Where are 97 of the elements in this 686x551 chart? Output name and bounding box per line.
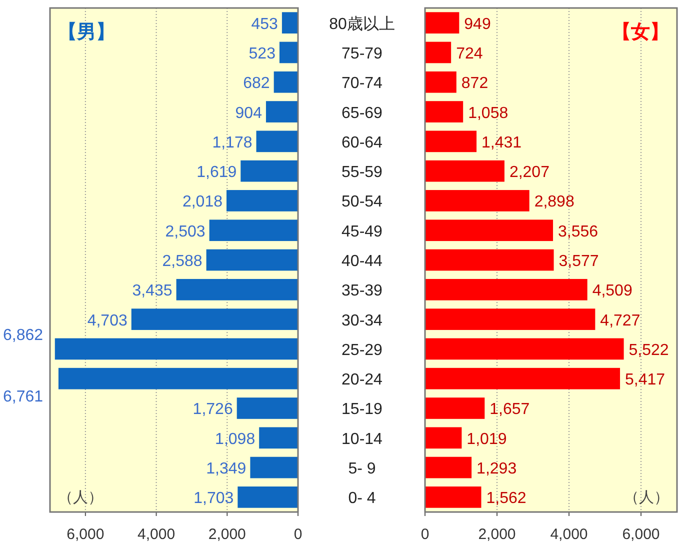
x-tick-label: 6,000	[622, 526, 660, 543]
data-label: 1,098	[215, 430, 256, 448]
y-tick-label: 10-14	[342, 430, 383, 448]
bar	[425, 456, 472, 478]
data-label: 2,207	[509, 164, 550, 182]
bar	[425, 308, 596, 330]
bar	[425, 486, 482, 508]
bar	[425, 338, 624, 360]
data-label: 3,556	[558, 223, 598, 240]
y-tick-label: 5- 9	[348, 460, 376, 478]
x-tick-label: 0	[420, 526, 430, 543]
data-label: 1,019	[466, 430, 507, 448]
x-tick-label: 4,000	[138, 526, 176, 543]
data-label: 3,435	[132, 282, 172, 300]
x-tick-label: 6,000	[66, 526, 104, 543]
bar	[238, 486, 298, 508]
y-tick-label: 75-79	[342, 45, 383, 62]
data-label: 904	[235, 104, 262, 122]
bar	[425, 130, 477, 152]
y-tick-label: 20-24	[342, 372, 383, 389]
data-label: 3,577	[558, 253, 599, 270]
data-label: 1,726	[192, 401, 233, 418]
bar	[226, 190, 298, 212]
bar	[58, 368, 298, 390]
data-label: 4,727	[600, 312, 640, 330]
bar	[425, 71, 456, 93]
data-label: 1,431	[482, 134, 522, 152]
y-tick-label: 65-69	[342, 104, 383, 122]
data-label: 724	[456, 45, 483, 62]
bar	[425, 398, 485, 419]
data-label: 1,293	[476, 460, 517, 478]
data-label: 4,509	[592, 282, 632, 300]
data-label: 1,657	[490, 401, 530, 418]
y-tick-label: 50-54	[342, 194, 383, 211]
y-tick-label: 55-59	[342, 164, 383, 182]
y-tick-label: 40-44	[342, 253, 383, 270]
data-label: 1,058	[468, 104, 508, 122]
y-tick-label: 60-64	[342, 134, 383, 152]
data-label: 6,862	[3, 326, 44, 344]
data-label: 1,349	[206, 460, 246, 478]
bar	[259, 427, 298, 449]
bar	[54, 338, 298, 360]
y-tick-label: 80歳以上	[329, 14, 395, 33]
data-label: 453	[251, 16, 278, 33]
data-label: 2,588	[162, 253, 202, 270]
bar	[425, 368, 620, 390]
bar	[236, 398, 298, 419]
annotation: （人）	[58, 489, 103, 506]
bar	[425, 278, 588, 300]
annotation: （人）	[624, 489, 669, 506]
bar	[266, 101, 298, 122]
bar	[274, 71, 298, 93]
data-label: 1,178	[212, 134, 252, 152]
data-label: 1,703	[194, 490, 234, 508]
bar	[425, 220, 554, 242]
bar	[425, 42, 452, 64]
bar	[206, 249, 298, 271]
x-tick-label: 0	[294, 526, 302, 543]
y-tick-label: 35-39	[342, 282, 383, 300]
data-label: 4,703	[87, 312, 128, 330]
bar	[279, 42, 298, 64]
bar	[425, 190, 530, 212]
data-label: 523	[248, 45, 276, 62]
data-label: 1,562	[486, 490, 526, 508]
annotation: 【男】	[58, 21, 115, 43]
bar	[425, 427, 462, 449]
bar	[425, 160, 504, 182]
bar	[209, 220, 298, 242]
bar	[425, 12, 460, 34]
y-tick-label: 30-34	[342, 312, 383, 330]
annotation: 【女】	[612, 21, 669, 43]
bar	[256, 130, 298, 152]
data-label: 2,503	[165, 223, 206, 240]
x-tick-label: 4,000	[550, 526, 588, 543]
bar	[282, 12, 298, 34]
data-label: 5,417	[625, 372, 666, 389]
data-label: 2,898	[534, 194, 574, 211]
bar	[240, 160, 298, 182]
bar	[250, 456, 298, 478]
data-label: 682	[243, 75, 270, 92]
y-tick-label: 0- 4	[348, 490, 376, 508]
y-tick-label: 70-74	[342, 75, 383, 92]
x-tick-label: 2,000	[208, 526, 246, 543]
data-label: 6,761	[3, 388, 44, 406]
y-tick-label: 25-29	[342, 342, 383, 359]
x-tick-label: 2,000	[478, 526, 516, 543]
y-tick-label: 45-49	[342, 223, 383, 240]
bar	[131, 308, 298, 330]
bar	[425, 249, 554, 271]
y-tick-label: 15-19	[342, 401, 383, 418]
data-label: 5,522	[628, 342, 669, 359]
data-label: 872	[461, 75, 488, 92]
bar	[176, 278, 298, 300]
bar	[425, 101, 464, 122]
data-label: 1,619	[196, 164, 237, 182]
data-label: 2,018	[182, 194, 223, 211]
data-label: 949	[464, 16, 491, 33]
